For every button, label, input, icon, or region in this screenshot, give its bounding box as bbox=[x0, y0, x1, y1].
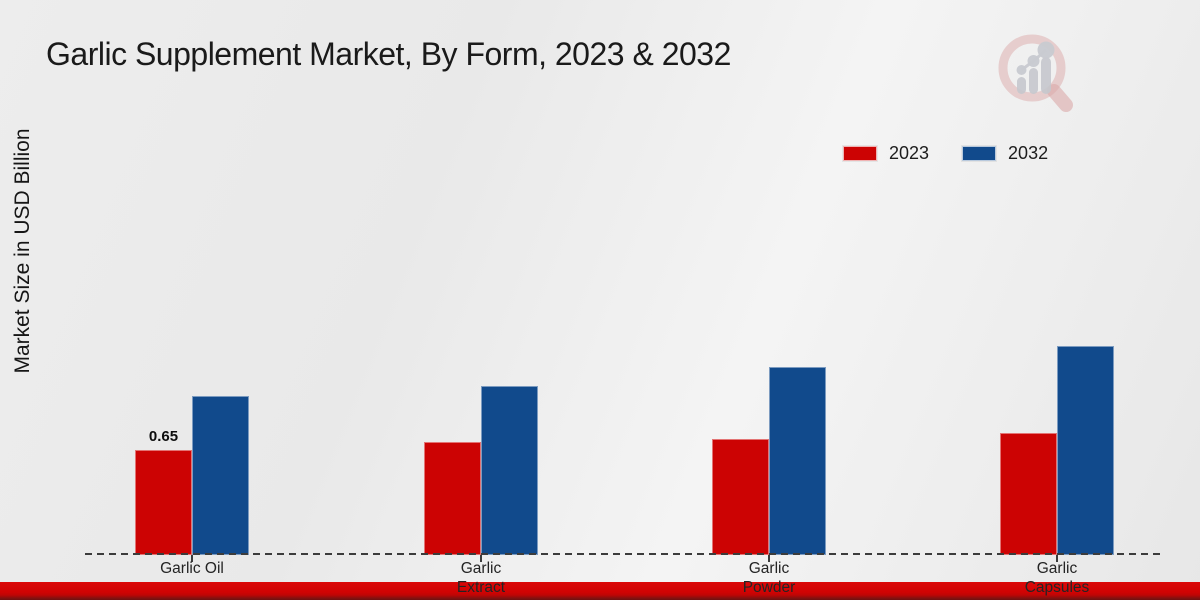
legend-swatch-2032 bbox=[961, 145, 998, 162]
bar-2023-garlic-oil bbox=[135, 450, 192, 555]
x-tick-garlic-capsules bbox=[1056, 555, 1058, 562]
magnifier-handle-icon bbox=[1047, 84, 1073, 112]
x-tick-garlic-oil bbox=[191, 555, 193, 562]
category-label-garlic-powder: Garlic Powder bbox=[742, 560, 796, 596]
legend-swatch-2023 bbox=[842, 145, 878, 162]
x-axis-line bbox=[85, 553, 1165, 555]
magnifier-ring-icon bbox=[998, 34, 1066, 102]
legend-label-2023: 2023 bbox=[889, 143, 930, 163]
footer-band bbox=[0, 582, 1200, 600]
chart-title: Garlic Supplement Market, By Form, 2023 … bbox=[46, 36, 731, 72]
market-research-future-logo-icon bbox=[998, 34, 1073, 112]
value-label-2023-garlic-oil: 0.65 bbox=[148, 428, 179, 445]
bar-2032-garlic-capsules bbox=[1057, 346, 1114, 555]
bar-2032-garlic-powder bbox=[769, 367, 826, 555]
bar-2032-garlic-oil bbox=[192, 396, 249, 555]
x-tick-garlic-extract bbox=[480, 555, 482, 562]
category-label-garlic-oil: Garlic Oil bbox=[160, 560, 224, 577]
bar-2023-garlic-powder bbox=[712, 439, 769, 555]
growth-bars-icon bbox=[1017, 57, 1051, 94]
legend-label-2032: 2032 bbox=[1008, 143, 1049, 163]
growth-dots-icon bbox=[1016, 41, 1055, 75]
legend: 2023 2032 bbox=[842, 143, 1049, 164]
bar-2023-garlic-capsules bbox=[1000, 433, 1057, 555]
bar-2023-garlic-extract bbox=[424, 442, 481, 555]
category-label-garlic-capsules: Garlic Capsules bbox=[1024, 560, 1090, 596]
y-axis-label: Market Size in USD Billion bbox=[11, 128, 34, 374]
x-tick-garlic-powder bbox=[768, 555, 770, 562]
legend-item-2023: 2023 bbox=[842, 143, 930, 164]
legend-item-2032: 2032 bbox=[961, 143, 1049, 164]
category-label-garlic-extract: Garlic Extract bbox=[456, 560, 506, 596]
bar-2032-garlic-extract bbox=[481, 386, 538, 555]
